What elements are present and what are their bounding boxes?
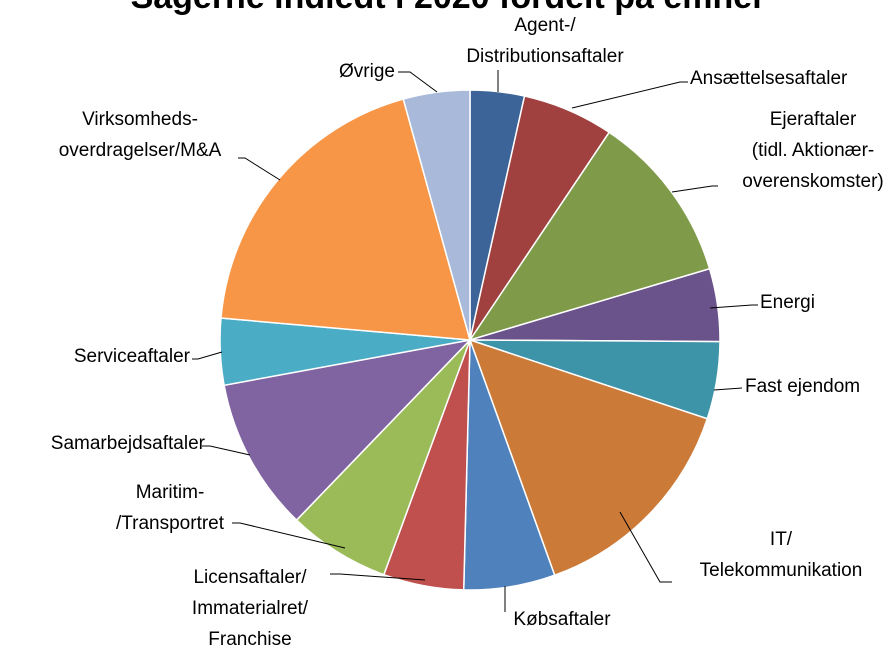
slice-label: Licensaftaler/ Immaterialret/ Franchise — [191, 567, 309, 646]
slice-label: Serviceaftaler — [73, 346, 190, 367]
slice-label: Samarbejdsaftaler — [50, 433, 205, 454]
slice-label: Fast ejendom — [745, 376, 861, 397]
leader-line — [238, 157, 281, 181]
pie-slice — [223, 338, 473, 522]
leader-line — [713, 387, 743, 391]
pie-slice — [402, 89, 471, 341]
slice-label: Agent-/ Distributionsaftaler — [466, 15, 624, 67]
pie-slice — [468, 131, 711, 342]
pie-slice — [220, 98, 472, 341]
leader-line — [192, 351, 223, 360]
leader-line — [671, 185, 718, 193]
pie-slice — [468, 338, 709, 577]
slice-label: Virksomheds- overdragelser/M&A — [58, 109, 222, 161]
leader-line — [398, 71, 438, 93]
slice-label: Maritim- /Transportret — [115, 482, 225, 534]
slice-label: IT/ Telekommunikation — [699, 529, 863, 581]
slice-label: Ansættelsesaftaler — [690, 68, 848, 89]
leader-line — [709, 304, 758, 309]
leader-line — [232, 522, 346, 549]
chart-title: Sagerne indledt i 2020 fordelt på emner — [0, 0, 896, 17]
leader-line — [330, 573, 426, 581]
leader-line — [202, 445, 251, 456]
slice-label: Købsaftaler — [513, 609, 611, 630]
leader-line — [571, 81, 688, 109]
slice-label: Energi — [760, 292, 815, 313]
slice-label: Øvrige — [339, 61, 395, 82]
slice-label: Ejeraftaler (tidl. Aktionær- overenskoms… — [742, 109, 884, 192]
leader-line — [619, 511, 672, 583]
